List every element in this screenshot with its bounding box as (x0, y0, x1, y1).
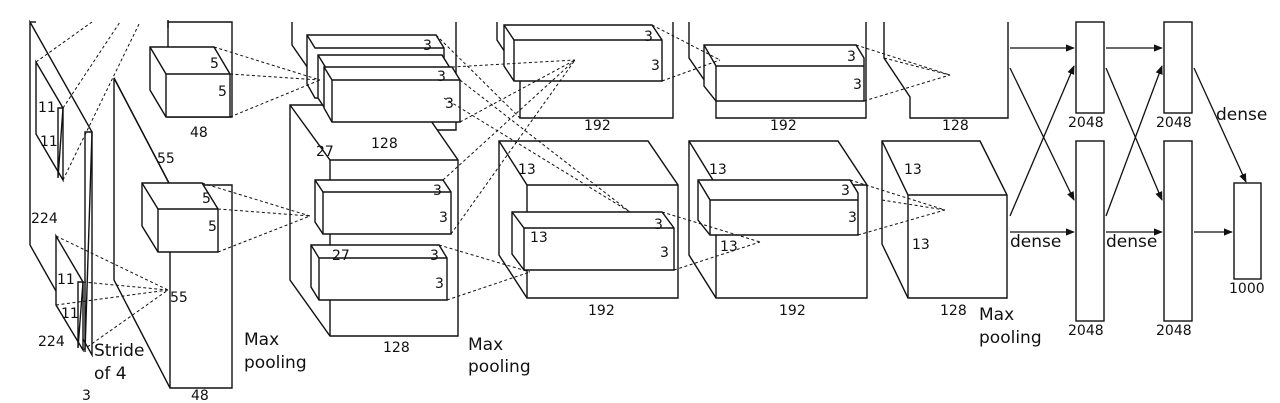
conv4-kernel-label: 3 (847, 49, 856, 65)
input-kernel-label: 11 (38, 100, 56, 116)
conv5-volume-bottom (881, 140, 1008, 299)
conv2-kernel-label: 3 (435, 276, 444, 292)
max-pooling-label: Max (244, 330, 279, 350)
fc8-output (1233, 182, 1262, 280)
conv2-kernel-label: 3 (445, 96, 454, 112)
input-kernel-label: 11 (57, 272, 75, 288)
conv2-kernel-label: 3 (433, 183, 442, 199)
max-pooling-label: pooling (244, 353, 307, 373)
fc6-top (1075, 21, 1105, 114)
fc7-top (1163, 21, 1193, 114)
conv5-size-label: 13 (904, 162, 922, 178)
fc-width-label: 2048 (1156, 115, 1192, 131)
stride-label: Stride (94, 341, 144, 361)
input-kernel-label: 11 (40, 134, 58, 150)
conv2-depth-label: 128 (383, 340, 410, 356)
conv1-kernel-label: 5 (202, 191, 211, 207)
max-pooling-label: pooling (979, 328, 1042, 348)
dense-label: dense (1216, 105, 1267, 125)
conv4-kernel-bottom (697, 179, 859, 236)
conv4-depth-label: 192 (770, 118, 797, 134)
conv2-size-label: 27 (332, 248, 350, 264)
dense-label: dense (1010, 232, 1061, 252)
conv4-volume-top (688, 22, 867, 119)
conv3-kernel-label: 3 (644, 29, 653, 45)
conv4-size-label: 13 (709, 162, 727, 178)
conv2-kernel-label: 3 (437, 69, 446, 85)
conv1-size-label: 55 (157, 151, 175, 167)
fc-width-label: 2048 (1068, 323, 1104, 339)
conv3-volume-top (496, 22, 674, 119)
conv4-kernel-top (703, 44, 865, 102)
input-depth-label: 3 (82, 388, 91, 403)
fc-width-label: 2048 (1068, 115, 1104, 131)
dense-arrows (1009, 44, 1247, 236)
conv4-kernel-label: 3 (841, 183, 850, 199)
conv5-depth-label: 128 (940, 303, 967, 319)
conv3-kernel-bottom (511, 211, 675, 271)
conv2-size-label: 27 (316, 144, 334, 160)
conv4-depth-label: 192 (779, 303, 806, 319)
conv1-kernel-label: 5 (210, 56, 219, 72)
conv1-kernel-label: 5 (218, 84, 227, 100)
fc-output-label: 1000 (1229, 281, 1265, 297)
conv1-kernel-label: 5 (208, 219, 217, 235)
conv2-kernel-bottom-1 (314, 179, 452, 235)
dense-label: dense (1106, 232, 1157, 252)
fc6-bottom (1075, 140, 1105, 322)
conv2-kernel-label: 3 (423, 38, 432, 54)
conv3-depth-label: 192 (584, 118, 611, 134)
max-pooling-label: Max (468, 335, 503, 355)
conv4-size-label: 13 (720, 239, 738, 255)
input-size-label: 224 (31, 211, 58, 227)
conv1-size-label: 55 (170, 290, 188, 306)
conv5-size-label: 13 (912, 237, 930, 253)
conv2-depth-label: 128 (371, 136, 398, 152)
conv2-kernel-label: 3 (430, 248, 439, 264)
conv3-kernel-label: 3 (654, 217, 663, 233)
conv3-kernel-label: 3 (660, 245, 669, 261)
fc-width-label: 2048 (1156, 323, 1192, 339)
input-size-label-bottom: 224 (38, 334, 65, 350)
conv3-size-label: 13 (530, 230, 548, 246)
conv5-volume-top (883, 22, 1009, 119)
conv1-depth-label: 48 (191, 388, 209, 403)
conv1-kernel-top (149, 46, 231, 118)
conv3-depth-label: 192 (588, 303, 615, 319)
conv2-kernel-label: 3 (439, 210, 448, 226)
stride-label: of 4 (94, 364, 127, 384)
input-kernel-label: 11 (61, 306, 79, 322)
conv4-kernel-label: 3 (853, 77, 862, 93)
conv4-kernel-label: 3 (848, 210, 857, 226)
conv3-kernel-label: 3 (651, 58, 660, 74)
conv5-depth-label: 128 (942, 118, 969, 134)
fc7-bottom (1163, 140, 1193, 322)
conv1-depth-label: 48 (190, 125, 208, 141)
max-pooling-label: pooling (468, 357, 531, 377)
conv3-size-label: 13 (518, 162, 536, 178)
conv3-kernel-top (503, 24, 663, 82)
projection-lines (35, 21, 951, 351)
max-pooling-label: Max (979, 305, 1014, 325)
